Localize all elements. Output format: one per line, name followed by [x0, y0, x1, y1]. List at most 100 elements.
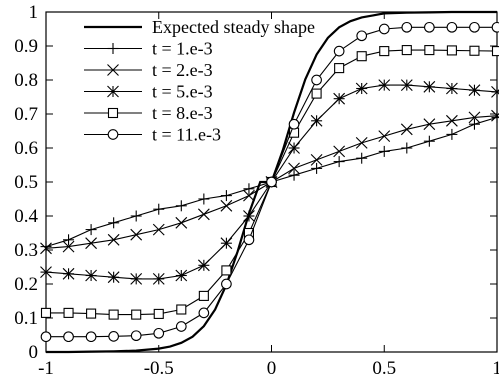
- series-4: [40, 45, 499, 320]
- data-point: [63, 307, 74, 318]
- y-tick-label: 0.6: [14, 138, 38, 159]
- data-point: [40, 242, 52, 255]
- data-point: [288, 169, 300, 181]
- data-point: [198, 307, 210, 319]
- data-point: [220, 190, 232, 202]
- legend-marker: [107, 129, 119, 140]
- data-point: [333, 156, 345, 168]
- legend-marker: [107, 107, 119, 119]
- data-point: [333, 92, 346, 105]
- data-point: [153, 308, 164, 319]
- data-point: [175, 321, 187, 332]
- data-point: [424, 45, 435, 56]
- x-axis: -1 -0.5 0 0.5 1: [38, 12, 499, 378]
- data-point: [311, 74, 322, 86]
- data-point: [198, 193, 210, 205]
- data-point: [221, 278, 232, 290]
- data-point: [40, 241, 52, 253]
- legend-label: t = 11.e-3: [152, 125, 221, 145]
- series-5: [40, 21, 499, 343]
- data-point: [423, 80, 436, 93]
- data-point: [400, 123, 413, 136]
- data-point: [176, 304, 187, 315]
- data-point: [378, 79, 391, 91]
- data-point: [378, 145, 390, 157]
- data-point: [63, 234, 75, 246]
- data-point: [63, 331, 74, 343]
- y-axis: 0 0.1 0.2 0.3 0.4 0.5 0.6 0.7 0.8 0.9 1: [14, 2, 497, 363]
- data-point: [220, 237, 233, 250]
- data-point: [221, 265, 232, 276]
- data-point: [356, 152, 368, 164]
- data-point: [491, 86, 499, 98]
- legend-marker: [107, 43, 119, 54]
- data-point: [355, 137, 368, 149]
- data-point: [40, 266, 52, 278]
- data-point: [469, 21, 480, 33]
- data-point: [333, 145, 346, 158]
- data-point: [310, 154, 323, 166]
- y-tick-label: 0.8: [14, 70, 38, 91]
- legend-item: t = 8.e-3: [84, 103, 213, 123]
- data-point: [152, 273, 165, 285]
- data-point: [153, 203, 165, 215]
- data-point: [491, 111, 499, 123]
- data-point: [356, 51, 367, 62]
- data-point: [107, 233, 120, 246]
- data-point: [175, 200, 187, 212]
- legend-item: t = 5.e-3: [84, 82, 213, 102]
- data-point: [62, 240, 75, 253]
- data-point: [468, 84, 481, 97]
- data-point: [243, 234, 255, 246]
- data-point: [243, 189, 255, 202]
- legend-item: t = 2.e-3: [84, 60, 213, 80]
- y-tick-label: 0.7: [14, 104, 38, 125]
- data-point: [266, 176, 277, 188]
- x-tick-label: -1: [38, 358, 54, 378]
- data-point: [130, 330, 142, 342]
- data-point: [469, 45, 480, 56]
- legend-item: t = 11.e-3: [84, 125, 221, 145]
- data-point: [197, 208, 210, 221]
- data-point: [491, 109, 499, 122]
- data-point: [424, 21, 435, 33]
- legend-item: Expected steady shape: [84, 17, 315, 37]
- data-point: [378, 23, 390, 35]
- legend-marker: [107, 85, 119, 98]
- data-point: [423, 135, 435, 147]
- data-point: [152, 223, 165, 236]
- data-point: [243, 183, 255, 195]
- x-tick-label: -0.5: [144, 358, 174, 378]
- data-point: [288, 162, 300, 175]
- y-tick-label: 0.5: [14, 172, 38, 193]
- y-tick-label: 0: [29, 342, 39, 363]
- data-point: [108, 331, 119, 342]
- data-point: [198, 290, 209, 301]
- data-point: [446, 128, 458, 140]
- data-point: [446, 114, 458, 127]
- y-tick-label: 0.3: [14, 240, 38, 261]
- data-point: [491, 46, 499, 57]
- data-point: [85, 224, 97, 236]
- data-point: [468, 111, 481, 124]
- x-tick-label: 0.5: [372, 358, 396, 378]
- y-tick-label: 0.4: [14, 206, 38, 227]
- data-point: [130, 228, 143, 241]
- data-point: [446, 82, 458, 95]
- data-point: [108, 309, 119, 320]
- data-point: [491, 21, 499, 33]
- data-point: [446, 21, 458, 33]
- legend-item: t = 1.e-3: [84, 39, 213, 59]
- data-point: [243, 210, 255, 222]
- data-point: [310, 114, 323, 127]
- data-point: [378, 130, 391, 142]
- data-point: [468, 118, 480, 130]
- data-point: [108, 217, 120, 229]
- y-tick-label: 0.2: [14, 274, 38, 295]
- data-point: [85, 269, 97, 282]
- data-point: [446, 45, 457, 56]
- data-point: [423, 118, 436, 131]
- data-point: [130, 273, 143, 285]
